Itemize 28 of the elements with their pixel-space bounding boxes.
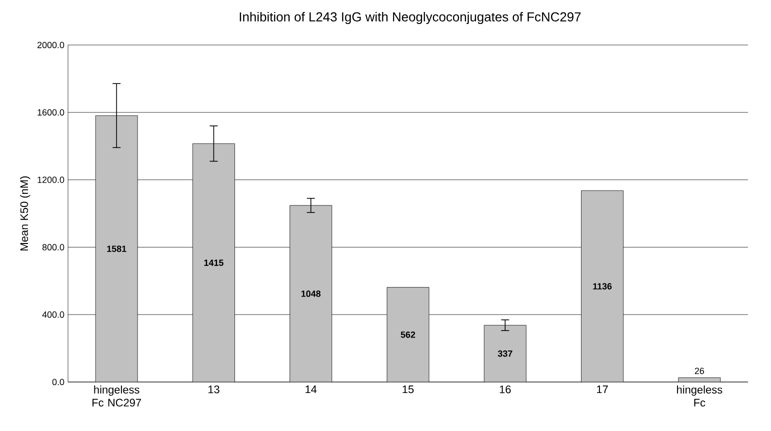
bar: [192, 143, 235, 382]
chart-title: Inhibition of L243 IgG with Neoglycoconjugates of FcNC297: [240, 12, 581, 24]
data-label: 1581: [107, 246, 126, 252]
bar: [386, 287, 430, 382]
bar: [484, 325, 526, 382]
x-tick-label: 16: [500, 386, 511, 394]
bar: [290, 205, 332, 382]
x-tick-label: 17: [597, 386, 608, 394]
y-tick-label: 800.0: [42, 244, 64, 250]
y-axis-title: Mean K50 (nM): [20, 176, 30, 250]
y-tick-label: 400.0: [42, 311, 64, 318]
x-tick-label: 13: [208, 386, 220, 394]
data-label: 562: [400, 331, 416, 338]
y-tick-label: 2000.0: [38, 42, 64, 48]
bar: [581, 190, 624, 382]
bar: [95, 115, 138, 382]
data-label: 1136: [593, 283, 612, 290]
data-label: 1048: [301, 290, 321, 297]
x-tick-label: 14: [306, 386, 317, 394]
data-label: 337: [498, 350, 512, 357]
data-label: 1415: [204, 260, 224, 266]
y-tick-label: 1200.0: [38, 176, 64, 183]
x-tick-label: 15: [402, 386, 414, 394]
y-tick-label: 0.0: [52, 378, 64, 386]
x-tick-label: hingeless Fc NC297: [92, 386, 141, 407]
y-tick-label: 1600.0: [38, 109, 64, 116]
data-label: 26: [694, 368, 704, 374]
x-tick-label: hingeless Fc: [677, 386, 722, 407]
